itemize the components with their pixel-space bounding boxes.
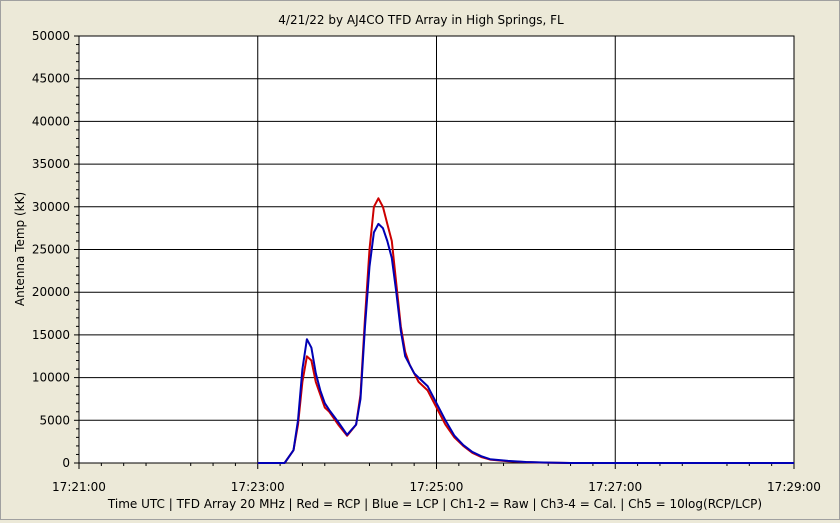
y-tick-label: 15000 [32,328,70,342]
y-tick-label: 10000 [32,371,70,385]
x-tick-label: 17:25:00 [410,480,464,494]
x-axis-tick-labels: 17:21:00 17:23:00 17:25:00 17:27:00 17:29:00 [52,480,821,494]
y-tick-label: 40000 [32,114,70,128]
series-line-lcp [257,222,794,464]
x-tick-label: 17:29:00 [767,480,821,494]
y-tick-label: 35000 [32,157,70,171]
x-tick-label: 17:21:00 [52,480,106,494]
y-axis-tick-labels: 0 5000 10000 15000 20000 25000 30000 35000 40000… [32,29,70,470]
y-tick-label: 30000 [32,200,70,214]
x-tick-label: 17:23:00 [231,480,285,494]
chart-title: 4/21/22 by AJ4CO TFD Array in High Sprin… [278,13,564,27]
y-axis-label: Antenna Temp (kK) [13,192,27,306]
y-tick-label: 0 [62,456,70,470]
y-tick-label: 25000 [32,243,70,257]
y-tick-label: 20000 [32,285,70,299]
series-layer [257,197,794,464]
y-tick-label: 5000 [39,413,70,427]
x-axis-label: Time UTC | TFD Array 20 MHz | Red = RCP … [107,497,762,511]
minor-ticks [74,35,795,469]
grid-lines [79,36,794,463]
x-tick-label: 17:27:00 [588,480,642,494]
y-tick-label: 45000 [32,72,70,86]
y-tick-label: 50000 [32,29,70,43]
